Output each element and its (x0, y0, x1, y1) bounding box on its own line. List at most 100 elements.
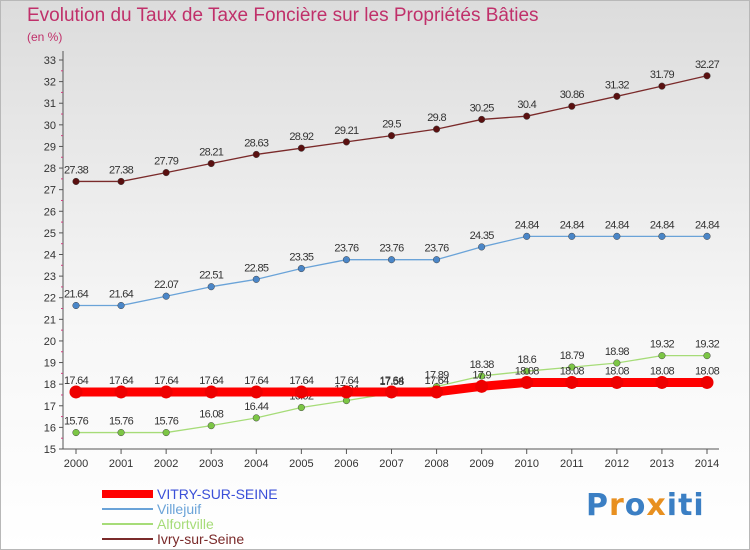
data-point (385, 385, 398, 399)
y-tick-label: 25 (44, 228, 56, 240)
data-point (339, 385, 353, 399)
proxiti-logo: Proxiti (586, 488, 705, 523)
x-tick-label: 2004 (244, 458, 268, 470)
data-label: 23.76 (425, 243, 450, 255)
y-tick-label: 18 (44, 379, 56, 391)
data-point (703, 352, 711, 360)
data-point (342, 138, 350, 146)
data-label: 18.38 (470, 359, 495, 371)
data-point (297, 403, 305, 412)
data-point (613, 232, 621, 240)
data-point (297, 144, 305, 152)
data-point (520, 375, 534, 389)
data-label: 18.08 (695, 365, 720, 377)
data-point (613, 92, 621, 100)
x-tick-label: 2007 (379, 458, 403, 470)
x-tick-label: 2013 (650, 458, 674, 470)
data-label: 23.76 (379, 243, 404, 255)
x-tick-label: 2010 (514, 458, 538, 470)
data-label: 17.64 (109, 375, 134, 387)
data-label: 30.4 (517, 99, 536, 111)
data-point (433, 256, 441, 264)
data-point (204, 385, 218, 399)
data-label: 22.85 (244, 262, 269, 274)
data-label: 17.64 (425, 375, 450, 387)
x-tick-label: 2000 (64, 458, 88, 470)
data-label: 17.89 (425, 370, 450, 382)
x-tick-label: 2006 (334, 458, 358, 470)
data-label: 28.21 (199, 147, 224, 159)
x-tick-label: 2011 (560, 458, 584, 470)
y-tick-label: 24 (44, 250, 56, 262)
legend-label: VITRY-SUR-SEINE (157, 486, 278, 502)
data-label: 31.32 (605, 79, 630, 91)
data-label: 18.08 (515, 365, 540, 377)
data-label: 22.07 (154, 279, 179, 291)
data-point (297, 264, 305, 273)
data-point (700, 375, 714, 389)
data-point (433, 125, 441, 133)
data-label: 24.84 (515, 219, 540, 231)
logo-letter: t (678, 488, 694, 523)
data-label: 27.38 (64, 164, 89, 176)
data-label: 17.64 (334, 375, 359, 387)
data-point (478, 243, 486, 251)
legend-label: Ivry-sur-Seine (157, 531, 244, 547)
data-point (207, 159, 215, 168)
data-label: 24.35 (470, 230, 495, 242)
y-tick-label: 28 (44, 163, 56, 175)
data-label: 22.51 (199, 270, 224, 282)
data-label: 28.92 (289, 131, 314, 143)
x-tick-label: 2002 (154, 458, 178, 470)
data-label: 29.5 (382, 119, 401, 131)
data-label: 29.21 (334, 125, 359, 137)
data-point (568, 102, 576, 110)
data-point (342, 256, 350, 264)
data-label: 27.79 (154, 156, 179, 168)
series-vitry-sur-seine: 17.64 17.64 17.64 17.64 17.64 17.64 17.64 17.64… (64, 365, 720, 399)
data-point (478, 372, 486, 380)
data-label: 24.84 (605, 219, 630, 231)
data-point (162, 169, 170, 177)
data-point (72, 177, 80, 186)
y-tick-label: 30 (44, 120, 56, 132)
data-point (387, 256, 396, 264)
data-point (658, 232, 666, 240)
series-villejuif: 21.64 21.64 22.07 22.51 22.85 23.35 23.76 23.76… (64, 219, 720, 310)
data-label: 30.86 (560, 89, 585, 101)
data-point (117, 301, 125, 310)
data-label: 30.25 (470, 102, 495, 114)
data-point (703, 72, 711, 80)
data-point (568, 232, 576, 240)
data-label: 18.6 (517, 354, 536, 366)
logo-letter: x (646, 488, 667, 523)
data-label: 17.64 (199, 375, 224, 387)
logo-letter: i (666, 488, 679, 523)
data-label: 15.76 (154, 416, 179, 428)
y-tick-label: 21 (44, 314, 56, 326)
data-point (655, 375, 669, 389)
data-point (117, 429, 125, 437)
data-point (387, 132, 396, 140)
data-label: 28.63 (244, 137, 269, 149)
data-point (703, 232, 711, 240)
data-label: 17.64 (289, 375, 314, 387)
data-label: 24.84 (650, 219, 675, 231)
data-point (207, 283, 215, 291)
data-point (117, 177, 125, 186)
data-point (252, 414, 260, 422)
y-tick-label: 27 (44, 185, 56, 197)
data-label: 24.84 (695, 219, 720, 231)
x-tick-label: 2008 (424, 458, 448, 470)
chart-unit-label: (en %) (27, 30, 63, 44)
data-point (162, 292, 170, 300)
y-tick-label: 23 (44, 271, 56, 283)
data-label: 18.79 (560, 350, 585, 362)
legend-label: Villejuif (157, 501, 201, 517)
data-point (252, 275, 260, 283)
data-label: 18.08 (605, 365, 630, 377)
data-label: 18.08 (560, 365, 585, 377)
data-point (565, 375, 579, 389)
x-tick-label: 2009 (469, 458, 493, 470)
data-point (159, 385, 173, 399)
